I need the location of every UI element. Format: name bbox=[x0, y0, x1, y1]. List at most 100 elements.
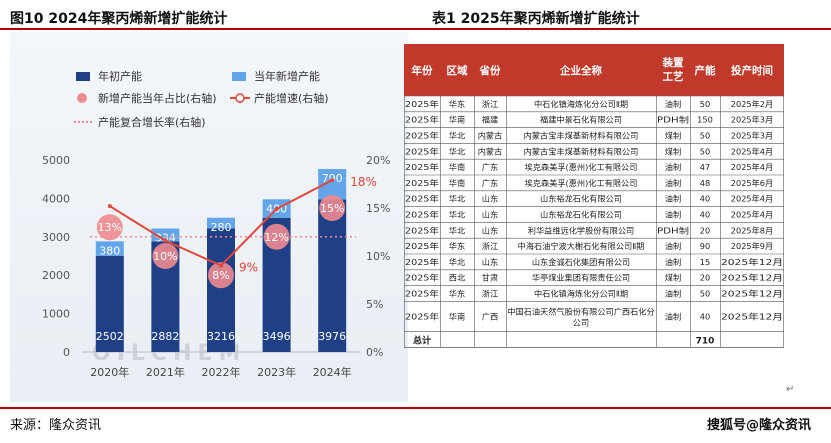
table-cell: 华北 bbox=[449, 131, 465, 141]
table-header-cell: 投产时间 bbox=[731, 64, 773, 77]
table-cell: 内蒙古 bbox=[478, 131, 503, 141]
table-cell: 2025年3月 bbox=[731, 115, 773, 125]
table-cell: 油制 bbox=[665, 257, 681, 267]
y-left-tick-label: 2000 bbox=[42, 269, 70, 282]
table-cell: 华北 bbox=[449, 210, 465, 220]
share-point bbox=[263, 223, 290, 250]
table-cell: 华北 bbox=[449, 146, 465, 156]
table-cell: 埃克森美孚(惠州)化工有限公司 bbox=[525, 178, 638, 188]
y-left-tick-label: 4000 bbox=[42, 192, 70, 205]
table-cell: 2025年12月 bbox=[721, 289, 783, 299]
table-cell: 47 bbox=[700, 162, 710, 172]
share-label: 8% bbox=[212, 269, 229, 282]
x-tick-label: 2024年 bbox=[313, 365, 352, 379]
table-cell: 内蒙古 bbox=[478, 146, 503, 156]
bar-new-capacity bbox=[207, 217, 235, 229]
table-cell: 山东裕龙石化有限公司 bbox=[540, 210, 622, 220]
table-cell: 50 bbox=[700, 289, 710, 299]
table-cell: 20 bbox=[700, 225, 710, 235]
table-cell: 华东 bbox=[449, 289, 465, 299]
table-cell: 福建中景石化有限公司 bbox=[540, 115, 622, 125]
left-chart-title: 图10 2024年聚丙烯新增扩能统计 bbox=[10, 11, 228, 27]
table-cell: 2025年6月 bbox=[731, 178, 773, 188]
table-cell: 40 bbox=[700, 311, 710, 321]
y-right-tick-label: 15% bbox=[366, 202, 390, 215]
table-cell: 油制 bbox=[665, 162, 681, 172]
table-cell: 50 bbox=[700, 146, 710, 156]
legend-label: 新增产能当年占比(右轴) bbox=[98, 91, 217, 105]
table-cell: 中国石油天然气股份有限公司广西石化分 bbox=[507, 306, 654, 316]
table-cell: 40 bbox=[700, 194, 710, 204]
table-cell: 油制 bbox=[665, 241, 681, 251]
table-cell: 广东 bbox=[482, 178, 498, 188]
legend-label: 年初产能 bbox=[98, 69, 142, 83]
table-cell: 50 bbox=[700, 131, 710, 141]
share-label: 10% bbox=[153, 250, 177, 263]
table-cell: 浙江 bbox=[482, 99, 498, 109]
bar-new-label: 280 bbox=[211, 221, 232, 234]
table-cell: 浙江 bbox=[482, 241, 498, 251]
table-cell: 2025年 bbox=[405, 289, 439, 299]
table-cell: 油制 bbox=[665, 289, 681, 299]
table-cell: 内蒙古宝丰煤基新材料有限公司 bbox=[524, 131, 639, 141]
watermark: 搜狐号@隆众资讯 bbox=[706, 418, 811, 433]
table-total-label: 总计 bbox=[413, 334, 431, 346]
table-cell: 2025年4月 bbox=[731, 146, 773, 156]
table-cell: 50 bbox=[700, 99, 710, 109]
table-cell: 2025年 bbox=[405, 99, 439, 109]
x-tick-label: 2020年 bbox=[90, 365, 129, 379]
bar-base-label: 3216 bbox=[207, 330, 235, 343]
table-cell: 华东 bbox=[449, 241, 465, 251]
table-cell: 2025年4月 bbox=[731, 162, 773, 172]
table-cell: 煤制 bbox=[665, 146, 681, 156]
table-cell: 油制 bbox=[665, 178, 681, 188]
table-cell: 山东 bbox=[482, 257, 498, 267]
table-cell: 广西 bbox=[482, 311, 498, 321]
growth-annotation: 9% bbox=[239, 261, 258, 275]
table-header-cell: 装置 bbox=[662, 56, 684, 69]
y-right-tick-label: 5% bbox=[366, 298, 383, 311]
table-cell: 山东 bbox=[482, 210, 498, 220]
bottom-divider bbox=[0, 407, 831, 409]
table-cell: 山东金诚石化集团有限公司 bbox=[532, 257, 630, 267]
table-cell: 2025年9月 bbox=[731, 241, 773, 251]
table-header-cell: 产能 bbox=[695, 64, 716, 77]
share-point bbox=[319, 195, 346, 221]
table-cell: 华亭煤业集团有限责任公司 bbox=[532, 273, 630, 283]
table-cell: 华北 bbox=[449, 257, 465, 267]
y-left-tick-label: 3000 bbox=[42, 231, 70, 244]
bar-new-capacity bbox=[151, 228, 180, 242]
table-cell: 2025年 bbox=[405, 115, 439, 125]
right-table-title: 表1 2025年聚丙烯新增扩能统计 bbox=[432, 11, 640, 27]
table-cell: 2025年12月 bbox=[721, 273, 783, 283]
bar-base-label: 2882 bbox=[151, 330, 179, 343]
table-cell: 40 bbox=[700, 210, 710, 220]
table-cell: 华北 bbox=[449, 225, 465, 235]
growth-point bbox=[163, 238, 168, 243]
share-label: 13% bbox=[98, 221, 122, 234]
table-cell: 公司 bbox=[573, 317, 589, 327]
table-cell: 2025年 bbox=[405, 241, 439, 251]
table-header-cell: 企业全称 bbox=[559, 64, 602, 77]
table-cell: 油制 bbox=[665, 194, 681, 204]
x-tick-label: 2021年 bbox=[146, 365, 185, 379]
table-cell: 中石化镇海炼化分公司Ⅱ期 bbox=[534, 289, 628, 299]
x-tick-label: 2023年 bbox=[257, 365, 296, 379]
table-cell: 2025年8月 bbox=[731, 225, 773, 235]
legend-swatch bbox=[76, 72, 90, 81]
table-cell: 150 bbox=[697, 115, 713, 125]
bar-base-label: 3976 bbox=[318, 330, 346, 343]
y-left-tick-label: 5000 bbox=[42, 154, 70, 167]
bar-base-capacity bbox=[318, 199, 347, 352]
legend-swatch bbox=[235, 93, 245, 103]
table-cell: 华南 bbox=[449, 178, 465, 188]
table-cell: 内蒙古宝丰煤基新材料有限公司 bbox=[524, 146, 639, 156]
table-cell: 煤制 bbox=[665, 273, 681, 283]
table-cell: 油制 bbox=[665, 99, 681, 109]
table-cell: 20 bbox=[700, 273, 710, 283]
table-cell: 2025年 bbox=[405, 131, 439, 141]
share-label: 15% bbox=[320, 202, 344, 215]
table-cell: 浙江 bbox=[482, 289, 498, 299]
table-header-cell: 区域 bbox=[447, 64, 468, 77]
